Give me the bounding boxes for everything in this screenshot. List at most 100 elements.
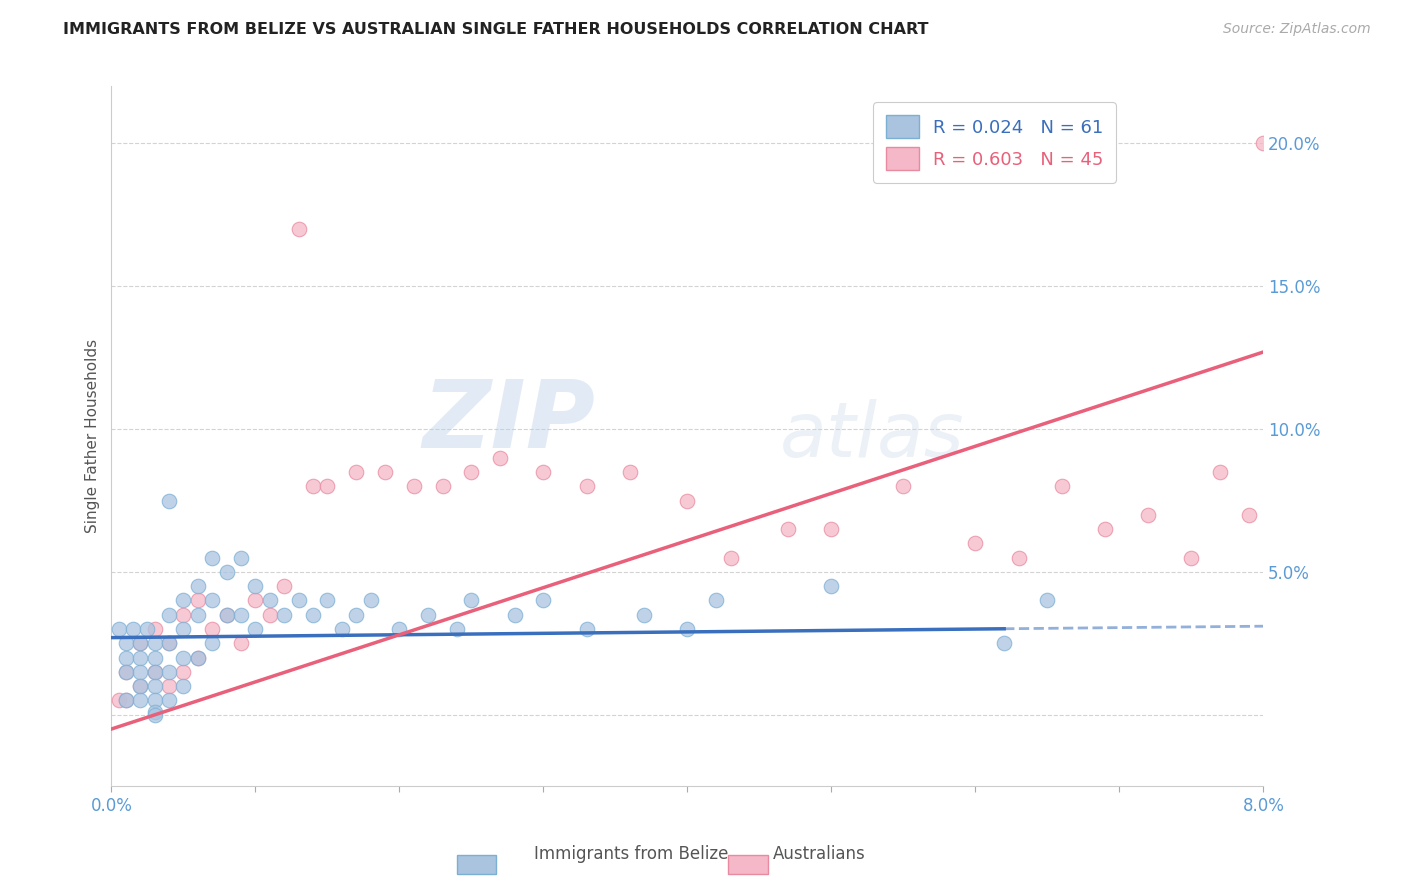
Point xyxy=(993,636,1015,650)
Point xyxy=(432,479,454,493)
Point xyxy=(172,622,194,636)
Point xyxy=(344,465,367,479)
Point xyxy=(374,465,396,479)
Point xyxy=(633,607,655,622)
Point xyxy=(229,636,252,650)
Point xyxy=(201,550,224,565)
Point xyxy=(273,607,295,622)
Point xyxy=(619,465,641,479)
Point xyxy=(172,665,194,679)
Point xyxy=(820,579,842,593)
Text: atlas: atlas xyxy=(779,400,965,474)
Point xyxy=(259,593,281,607)
Point xyxy=(302,479,325,493)
Point xyxy=(129,650,152,665)
Point xyxy=(107,693,129,707)
Point xyxy=(201,593,224,607)
Point xyxy=(172,607,194,622)
Point xyxy=(129,636,152,650)
Point xyxy=(143,707,166,722)
Point xyxy=(820,522,842,536)
Point xyxy=(893,479,915,493)
Text: Australians: Australians xyxy=(773,846,866,863)
Point xyxy=(157,679,180,693)
Point xyxy=(114,665,136,679)
Point xyxy=(1209,465,1232,479)
Point xyxy=(114,693,136,707)
Text: Source: ZipAtlas.com: Source: ZipAtlas.com xyxy=(1223,22,1371,37)
Point xyxy=(157,665,180,679)
Point xyxy=(107,622,129,636)
Point xyxy=(143,705,166,719)
Text: IMMIGRANTS FROM BELIZE VS AUSTRALIAN SINGLE FATHER HOUSEHOLDS CORRELATION CHART: IMMIGRANTS FROM BELIZE VS AUSTRALIAN SIN… xyxy=(63,22,929,37)
Point xyxy=(418,607,440,622)
Point xyxy=(1253,136,1275,151)
Point xyxy=(114,650,136,665)
Point xyxy=(575,479,598,493)
Point xyxy=(316,479,339,493)
Point xyxy=(129,679,152,693)
Point xyxy=(1180,550,1202,565)
Point xyxy=(215,565,238,579)
Point xyxy=(1094,522,1116,536)
Point xyxy=(965,536,987,550)
Point xyxy=(157,636,180,650)
Point xyxy=(157,693,180,707)
Point xyxy=(460,593,482,607)
Point xyxy=(245,622,267,636)
Point xyxy=(460,465,482,479)
Point xyxy=(129,636,152,650)
Point xyxy=(1007,550,1029,565)
Point xyxy=(1137,508,1160,522)
Point xyxy=(172,679,194,693)
Point xyxy=(172,593,194,607)
Point xyxy=(388,622,411,636)
Point xyxy=(229,550,252,565)
Point xyxy=(245,579,267,593)
Point xyxy=(273,579,295,593)
Point xyxy=(531,593,554,607)
Point xyxy=(489,450,512,465)
Point xyxy=(143,622,166,636)
Point xyxy=(360,593,382,607)
Point xyxy=(114,665,136,679)
Point xyxy=(316,593,339,607)
Text: Immigrants from Belize: Immigrants from Belize xyxy=(534,846,728,863)
Point xyxy=(143,636,166,650)
Point xyxy=(676,622,699,636)
Point xyxy=(1050,479,1073,493)
Point xyxy=(143,665,166,679)
Point xyxy=(215,607,238,622)
Point xyxy=(143,650,166,665)
Point xyxy=(402,479,425,493)
Point xyxy=(143,679,166,693)
Point xyxy=(215,607,238,622)
Point xyxy=(201,622,224,636)
Point xyxy=(143,693,166,707)
Point xyxy=(129,665,152,679)
Point xyxy=(136,622,159,636)
Point xyxy=(1237,508,1260,522)
Y-axis label: Single Father Households: Single Father Households xyxy=(86,339,100,533)
Point xyxy=(143,665,166,679)
Point xyxy=(676,493,699,508)
Legend: R = 0.024   N = 61, R = 0.603   N = 45: R = 0.024 N = 61, R = 0.603 N = 45 xyxy=(873,103,1116,183)
Point xyxy=(778,522,800,536)
Point xyxy=(114,693,136,707)
Point xyxy=(157,493,180,508)
Point xyxy=(287,222,309,236)
Point xyxy=(172,650,194,665)
Point xyxy=(531,465,554,479)
Point xyxy=(287,593,309,607)
Text: ZIP: ZIP xyxy=(422,376,595,468)
Point xyxy=(344,607,367,622)
Point xyxy=(157,607,180,622)
Point xyxy=(201,636,224,650)
Point xyxy=(129,679,152,693)
Point xyxy=(187,650,209,665)
Point xyxy=(129,693,152,707)
Point xyxy=(446,622,468,636)
Point xyxy=(187,650,209,665)
Point xyxy=(187,593,209,607)
Point xyxy=(503,607,526,622)
